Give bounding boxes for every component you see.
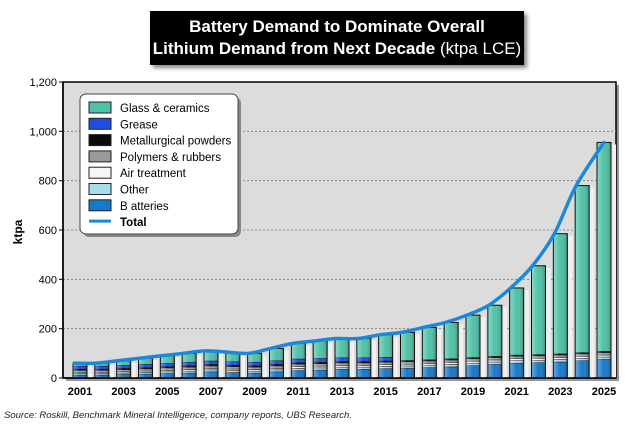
bar-outline-2009 [247,352,263,379]
legend-swatch-glass-ceramics [88,101,112,114]
total-line [72,140,606,366]
x-tick-label: 2001 [68,386,92,398]
x-tick-label: 2007 [199,386,223,398]
y-tick-label: 400 [39,274,57,286]
title-line-2-wrap: Lithium Demand from Next Decade (ktpa LC… [150,38,524,60]
legend-label: Metallurgical powders [120,136,231,148]
bar-outline-2012 [312,340,328,379]
bar-outline-2024 [574,185,590,379]
bar-outline-2021 [509,287,525,379]
x-tick-label: 2003 [111,386,135,398]
y-tick-label: 600 [39,225,57,237]
x-tick-label: 2005 [155,386,179,398]
bar-outline-2013 [334,338,350,379]
bar-outline-2003 [116,360,132,379]
legend-swatch-b-atteries [88,199,112,212]
bar-outline-2022 [531,265,546,379]
legend-swatch-air-treatment [88,166,112,179]
bar-outline-2010 [269,347,284,379]
legend-label: Total [120,217,147,229]
x-tick-label: 2021 [504,386,528,398]
legend-label: Other [120,185,149,197]
bar-outline-2023 [552,233,568,379]
legend-label: Grease [120,119,158,131]
x-tick-label: 2015 [373,386,397,398]
title-line-1: Battery Demand to Dominate Overall [189,17,485,36]
legend-label: Air treatment [120,168,187,180]
bar-outline-2001 [72,362,88,379]
legend-label: B atteries [120,201,169,213]
x-tick-label: 2009 [242,386,266,398]
x-tick-label: 2025 [592,386,616,398]
legend-swatch-grease [88,117,112,130]
title-unit: (ktpa LCE) [439,39,522,58]
bar-outline-2011 [290,342,306,379]
y-axis-label: ktpa [11,219,25,244]
y-tick-label: 1,200 [29,77,57,89]
x-tick-label: 2013 [330,386,354,398]
x-tick-label: 2019 [461,386,485,398]
legend-label: Glass & ceramics [120,103,210,115]
bar-outline-2017 [421,326,437,379]
legend-swatch-metallurgical-powders [88,134,112,147]
x-tick-label: 2011 [286,386,310,398]
bar-outline-2016 [400,331,415,379]
y-tick-label: 0 [51,373,57,385]
bar-outline-2018 [443,322,459,379]
bar-outline-2025 [596,141,612,379]
bar-outline-2007 [203,350,219,379]
legend-swatch-polymers-rubbers [88,150,112,163]
x-tick-label: 2017 [417,386,441,398]
y-tick-label: 800 [39,176,57,188]
bar-outline-2014 [356,338,372,379]
bar-outline-2006 [181,352,197,379]
y-tick-label: 200 [39,324,57,336]
legend [79,93,239,235]
legend-swatch-other [88,183,112,195]
title-line-2: Lithium Demand from Next Decade [152,39,436,58]
x-tick-label: 2023 [548,386,572,398]
bar-outline-2005 [159,355,175,379]
bar-outline-2019 [465,314,481,379]
bar-outline-2015 [378,334,394,379]
bar-outline-2020 [487,304,503,379]
bar-outline-2008 [225,351,241,379]
bar-outline-2004 [138,357,153,379]
legend-label: Polymers & rubbers [120,152,221,164]
chart-title: Battery Demand to Dominate Overall Lithi… [150,11,524,65]
bar-outline-2002 [94,362,110,379]
source-note: Source: Roskill, Benchmark Mineral Intel… [4,410,352,421]
y-tick-label: 1,000 [29,126,57,138]
